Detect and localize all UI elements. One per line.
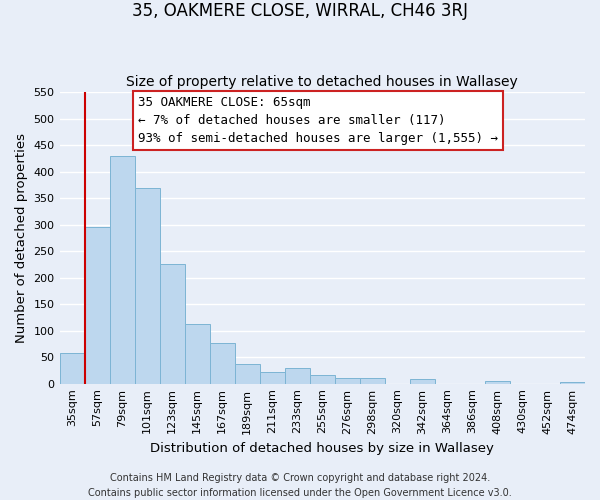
Bar	[285, 368, 310, 384]
Bar	[310, 374, 335, 384]
Bar	[360, 378, 385, 384]
Text: 35, OAKMERE CLOSE, WIRRAL, CH46 3RJ: 35, OAKMERE CLOSE, WIRRAL, CH46 3RJ	[132, 2, 468, 21]
Bar	[110, 156, 134, 384]
Text: Contains HM Land Registry data © Crown copyright and database right 2024.
Contai: Contains HM Land Registry data © Crown c…	[88, 472, 512, 498]
Bar	[85, 226, 110, 384]
Bar	[209, 344, 235, 384]
Y-axis label: Number of detached properties: Number of detached properties	[15, 133, 28, 343]
Title: Size of property relative to detached houses in Wallasey: Size of property relative to detached ho…	[127, 76, 518, 90]
Bar	[485, 381, 510, 384]
Bar	[134, 188, 160, 384]
Bar	[160, 264, 185, 384]
Bar	[260, 372, 285, 384]
Bar	[59, 354, 85, 384]
Bar	[560, 382, 585, 384]
Bar	[335, 378, 360, 384]
Bar	[185, 324, 209, 384]
Bar	[410, 379, 435, 384]
Bar	[235, 364, 260, 384]
X-axis label: Distribution of detached houses by size in Wallasey: Distribution of detached houses by size …	[151, 442, 494, 455]
Text: 35 OAKMERE CLOSE: 65sqm
← 7% of detached houses are smaller (117)
93% of semi-de: 35 OAKMERE CLOSE: 65sqm ← 7% of detached…	[139, 96, 499, 146]
